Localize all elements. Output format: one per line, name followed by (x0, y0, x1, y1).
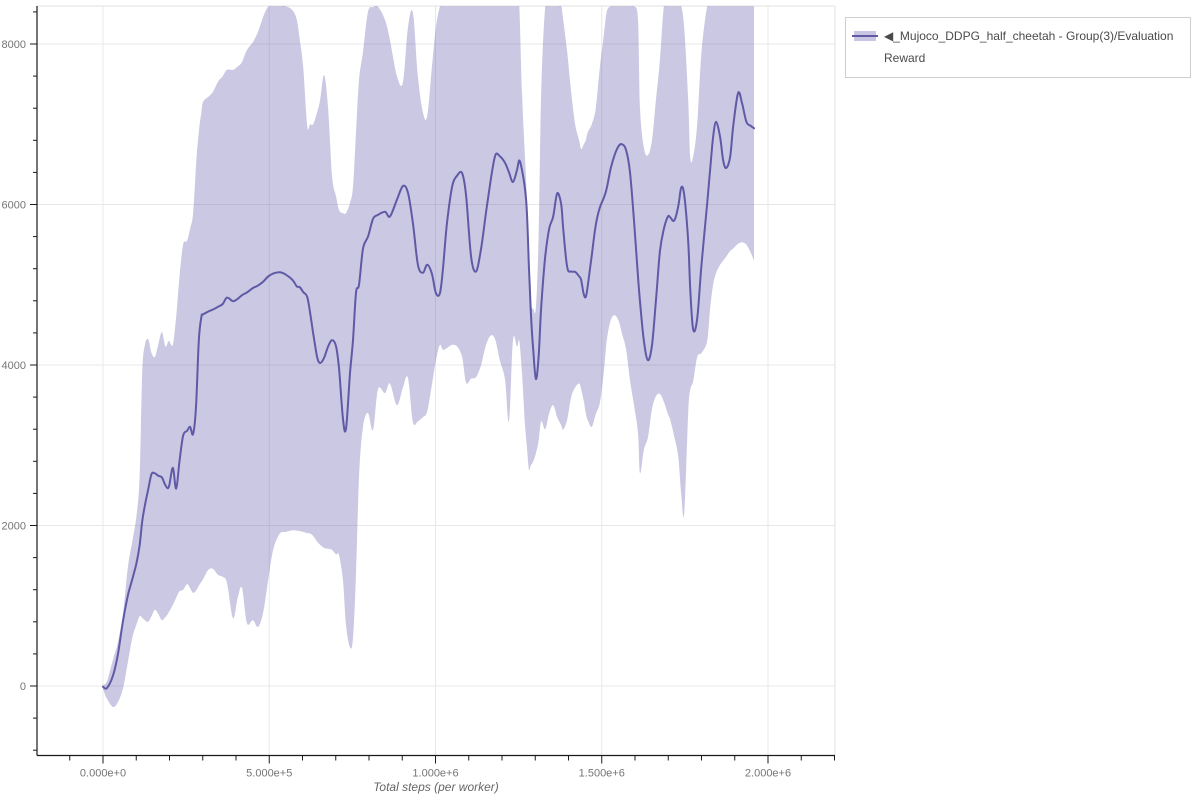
legend-swatch-band (852, 31, 878, 41)
legend-swatch-line (852, 35, 878, 37)
plot-series-group (102, 6, 755, 708)
x-axis-title: Total steps (per worker) (373, 780, 499, 794)
y-tick-label: 8000 (2, 39, 26, 51)
y-tick-label: 0 (20, 681, 26, 693)
x-tick-label: 5.000e+5 (246, 768, 292, 780)
x-tick-label: 0.000e+0 (80, 768, 126, 780)
y-tick-label: 4000 (2, 360, 26, 372)
gridlines (37, 6, 835, 756)
x-tick-label: 1.000e+6 (412, 768, 458, 780)
legend-entry-label: ◀_Mujoco_DDPG_half_cheetah - Group(3)/Ev… (884, 29, 1174, 65)
x-tick-label: 1.500e+6 (579, 768, 625, 780)
confidence-band (103, 6, 754, 708)
legend-item[interactable]: ◀_Mujoco_DDPG_half_cheetah - Group(3)/Ev… (852, 25, 1180, 69)
legend-box: ◀_Mujoco_DDPG_half_cheetah - Group(3)/Ev… (845, 17, 1191, 78)
x-tick-label: 2.000e+6 (745, 768, 791, 780)
y-tick-label: 6000 (2, 200, 26, 212)
y-tick-label: 2000 (2, 521, 26, 533)
series-mean-line (102, 91, 755, 690)
axes: 0 2000 4000 6000 8000 0.000e+0 5.000e+5 1.000e+… (2, 6, 835, 780)
